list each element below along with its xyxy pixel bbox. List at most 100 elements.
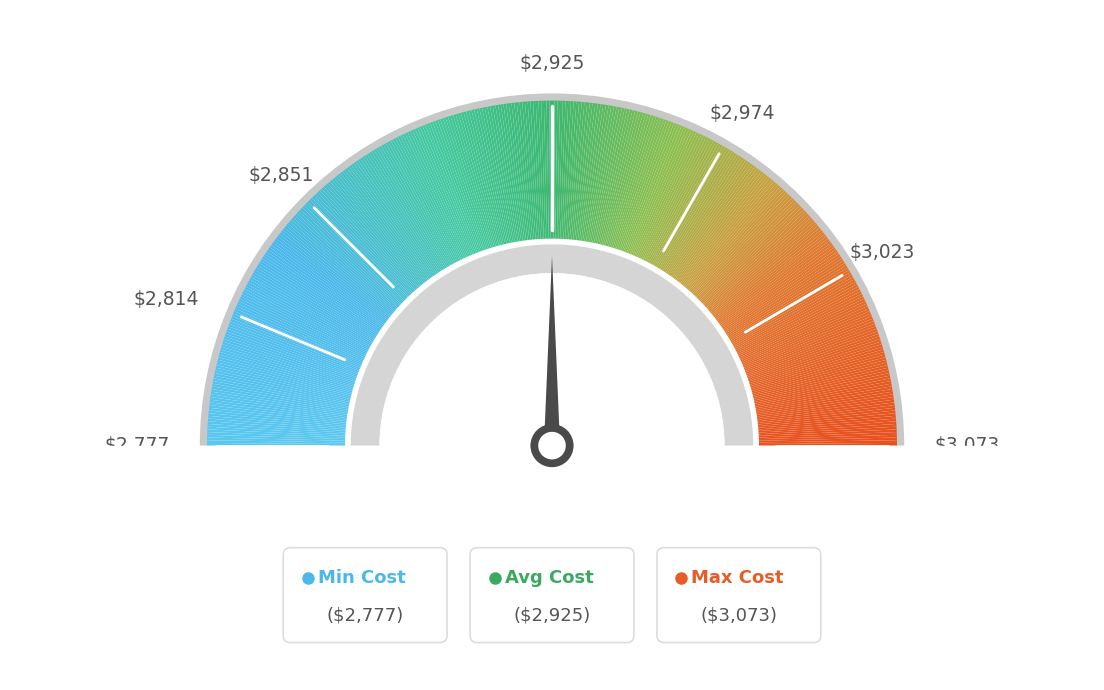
- Wedge shape: [200, 93, 904, 446]
- Wedge shape: [217, 359, 351, 396]
- Wedge shape: [565, 101, 576, 239]
- Wedge shape: [572, 102, 587, 239]
- Wedge shape: [360, 157, 438, 273]
- Wedge shape: [550, 101, 552, 239]
- Wedge shape: [602, 111, 638, 245]
- Wedge shape: [385, 142, 454, 264]
- Wedge shape: [752, 357, 887, 394]
- Wedge shape: [616, 117, 661, 249]
- Wedge shape: [235, 306, 363, 364]
- Wedge shape: [469, 110, 503, 245]
- Wedge shape: [395, 137, 459, 262]
- Wedge shape: [407, 131, 467, 257]
- Wedge shape: [570, 102, 584, 239]
- Text: $2,925: $2,925: [519, 54, 585, 72]
- Text: ($3,073): ($3,073): [700, 607, 777, 624]
- Wedge shape: [247, 282, 370, 348]
- Wedge shape: [229, 324, 359, 374]
- Wedge shape: [323, 185, 416, 290]
- Wedge shape: [730, 270, 850, 342]
- Wedge shape: [337, 175, 424, 284]
- Wedge shape: [688, 185, 781, 290]
- Wedge shape: [710, 221, 816, 313]
- Wedge shape: [563, 101, 574, 239]
- Wedge shape: [310, 198, 408, 298]
- Wedge shape: [724, 254, 840, 332]
- Wedge shape: [566, 101, 580, 239]
- Wedge shape: [721, 247, 836, 328]
- Wedge shape: [746, 326, 877, 375]
- Wedge shape: [435, 120, 484, 251]
- Wedge shape: [758, 443, 896, 446]
- Wedge shape: [714, 232, 825, 319]
- Wedge shape: [485, 107, 513, 243]
- Wedge shape: [410, 130, 468, 257]
- Wedge shape: [272, 243, 384, 325]
- Wedge shape: [690, 188, 784, 293]
- Wedge shape: [613, 116, 656, 248]
- Wedge shape: [628, 125, 681, 254]
- Wedge shape: [289, 219, 395, 311]
- Wedge shape: [474, 109, 507, 244]
- Wedge shape: [220, 349, 353, 389]
- Wedge shape: [259, 261, 378, 336]
- Wedge shape: [316, 193, 412, 295]
- Wedge shape: [217, 357, 352, 394]
- Wedge shape: [391, 139, 457, 263]
- Wedge shape: [300, 208, 402, 304]
- Wedge shape: [501, 104, 523, 241]
- Wedge shape: [740, 302, 867, 360]
- Wedge shape: [755, 378, 891, 407]
- Wedge shape: [376, 147, 448, 268]
- Wedge shape: [477, 108, 509, 244]
- Wedge shape: [755, 384, 892, 410]
- Wedge shape: [437, 119, 485, 250]
- Wedge shape: [631, 127, 687, 255]
- Wedge shape: [757, 405, 895, 423]
- Wedge shape: [741, 304, 868, 362]
- Wedge shape: [535, 101, 544, 239]
- Wedge shape: [689, 187, 782, 291]
- Wedge shape: [237, 302, 364, 360]
- Wedge shape: [208, 435, 346, 441]
- Wedge shape: [758, 435, 896, 441]
- Wedge shape: [715, 234, 826, 320]
- Wedge shape: [728, 263, 846, 337]
- Wedge shape: [464, 112, 500, 246]
- Wedge shape: [583, 104, 606, 241]
- Wedge shape: [372, 150, 445, 269]
- Wedge shape: [655, 146, 725, 266]
- Wedge shape: [739, 296, 864, 357]
- Wedge shape: [758, 426, 896, 436]
- Wedge shape: [322, 187, 415, 291]
- Wedge shape: [262, 256, 379, 333]
- Wedge shape: [755, 375, 890, 405]
- Wedge shape: [225, 331, 357, 379]
- Wedge shape: [612, 115, 654, 248]
- Wedge shape: [553, 101, 558, 239]
- Wedge shape: [314, 194, 411, 296]
- Wedge shape: [743, 311, 871, 366]
- Wedge shape: [750, 342, 882, 385]
- Wedge shape: [225, 334, 357, 380]
- Wedge shape: [214, 373, 350, 404]
- Wedge shape: [208, 443, 346, 446]
- Wedge shape: [213, 378, 349, 407]
- Wedge shape: [212, 386, 348, 412]
- Wedge shape: [701, 206, 802, 303]
- Wedge shape: [752, 355, 885, 393]
- Wedge shape: [368, 153, 443, 271]
- Wedge shape: [210, 397, 347, 418]
- Wedge shape: [291, 217, 396, 310]
- Wedge shape: [381, 145, 450, 266]
- Wedge shape: [640, 133, 701, 259]
- Wedge shape: [254, 270, 374, 342]
- Wedge shape: [619, 119, 667, 250]
- Wedge shape: [253, 273, 373, 343]
- Wedge shape: [745, 324, 875, 374]
- Wedge shape: [753, 362, 888, 397]
- Wedge shape: [258, 263, 376, 337]
- Wedge shape: [692, 193, 788, 295]
- Wedge shape: [675, 168, 760, 280]
- Wedge shape: [707, 215, 810, 308]
